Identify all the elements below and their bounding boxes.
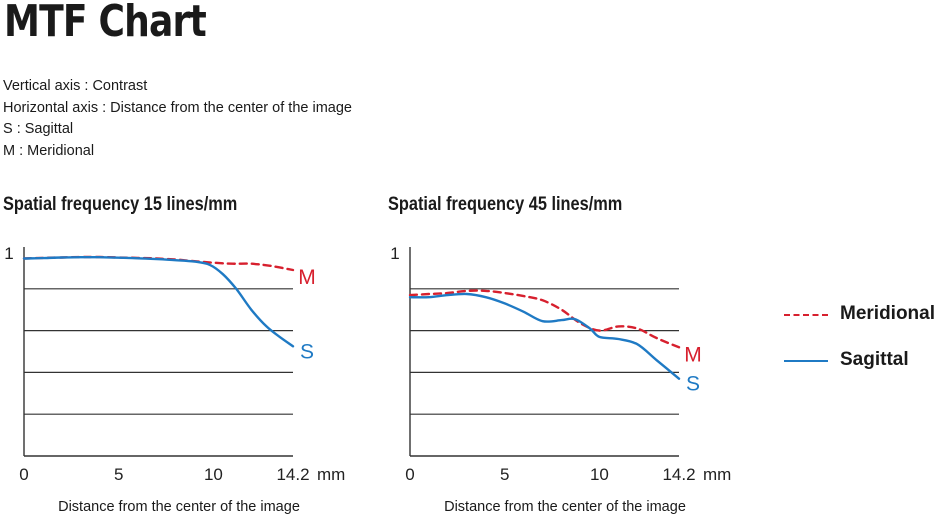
chart-2-series-label-sagittal: S <box>686 373 700 396</box>
key-meridional-swatch <box>784 314 828 316</box>
chart-1-xtick-label-4: 14.2 <box>276 465 309 484</box>
chart-2-x-unit: mm <box>703 465 731 484</box>
description-horizontal-axis: Horizontal axis : Distance from the cent… <box>3 99 352 116</box>
chart-1-series-label-sagittal: S <box>300 340 314 363</box>
chart-1-title: Spatial frequency 15 lines/mm <box>3 194 238 215</box>
axis-description: Vertical axis : Contrast Horizontal axis… <box>3 76 352 163</box>
chart-2-series-meridional <box>408 289 681 349</box>
description-sagittal: S : Sagittal <box>3 121 74 138</box>
page-title: MTF Chart <box>4 0 207 47</box>
chart-1-xtick-label-3: 10 <box>204 465 223 484</box>
chart-1-xlabel: Distance from the center of the image <box>58 499 300 515</box>
chart-1-series-sagittal <box>22 255 295 348</box>
chart-1-x-unit: mm <box>317 465 345 484</box>
key-sagittal-label: Sagittal <box>840 349 909 370</box>
chart-2-title: Spatial frequency 45 lines/mm <box>388 194 623 215</box>
chart-2-xtick-label-3: 10 <box>590 465 609 484</box>
chart-1-ytick-label: 1 <box>4 244 13 263</box>
chart-1-series-label-meridional: M <box>298 266 316 289</box>
chart-2-xtick-label-2: 5 <box>500 465 509 484</box>
chart-1-xtick-label-1: 0 <box>19 465 28 484</box>
description-vertical-axis: Vertical axis : Contrast <box>3 78 148 94</box>
chart-1-xtick-label-2: 5 <box>114 465 123 484</box>
chart-2-xtick-label-4: 14.2 <box>662 465 695 484</box>
chart-2-series-sagittal <box>408 292 681 380</box>
chart-2-xtick-label-1: 0 <box>405 465 414 484</box>
chart-2-xlabel: Distance from the center of the image <box>444 499 686 515</box>
chart-2-ytick-label: 1 <box>390 244 399 263</box>
key-meridional-label: Meridional <box>840 303 936 324</box>
chart-2-series-label-meridional: M <box>684 343 702 366</box>
key-sagittal-swatch <box>784 360 828 362</box>
description-meridional: M : Meridional <box>3 143 95 160</box>
